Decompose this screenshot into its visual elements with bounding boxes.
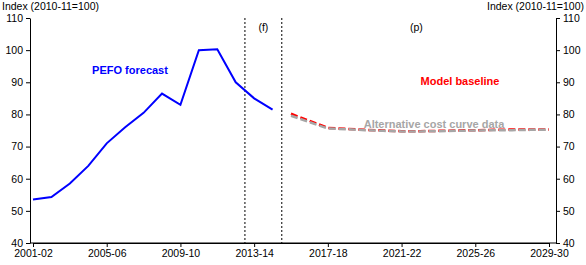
y-tick: 110 xyxy=(6,12,30,24)
tick-label: 60 xyxy=(11,173,23,185)
tick-label: 50 xyxy=(11,205,23,217)
y2-tick: 70 xyxy=(556,140,575,152)
x-tick: 2017-18 xyxy=(309,243,348,259)
tick-label: 90 xyxy=(11,76,23,88)
tick-mark xyxy=(556,82,560,83)
tick-mark xyxy=(26,211,30,212)
axis-line xyxy=(30,19,31,244)
tick-mark xyxy=(26,114,30,115)
tick-mark xyxy=(328,243,329,247)
tick-mark xyxy=(556,18,560,19)
y2-tick: 60 xyxy=(556,173,575,185)
y2-axis: 405060708090100110 xyxy=(556,12,581,249)
tick-label: 70 xyxy=(563,140,575,152)
tick-mark xyxy=(180,243,181,247)
tick-label: 2025-26 xyxy=(457,247,496,259)
series-label: Alternative cost curve data xyxy=(364,118,505,130)
tick-mark xyxy=(26,147,30,148)
axis-line xyxy=(556,19,557,244)
y-tick: 90 xyxy=(11,76,30,88)
series-line xyxy=(33,49,273,199)
tick-mark xyxy=(556,147,560,148)
tick-mark xyxy=(254,243,255,247)
tick-mark xyxy=(107,243,108,247)
tick-label: 2009-10 xyxy=(162,247,201,259)
tick-mark xyxy=(556,114,560,115)
tick-mark xyxy=(26,82,30,83)
annotation: (p) xyxy=(410,21,423,33)
y-tick: 70 xyxy=(11,140,30,152)
x-axis: 2001-02 2005-06 2009-10 2013-14 2017-18 2021-… xyxy=(14,243,569,259)
y-tick: 80 xyxy=(11,108,30,120)
tick-mark xyxy=(33,243,34,247)
x-tick: 2009-10 xyxy=(162,243,201,259)
tick-mark xyxy=(556,50,560,51)
y2-tick: 110 xyxy=(556,12,580,24)
divider-line xyxy=(281,18,282,243)
tick-label: 2013-14 xyxy=(235,247,274,259)
tick-mark xyxy=(26,18,30,19)
y2-tick: 50 xyxy=(556,205,575,217)
tick-label: 50 xyxy=(563,205,575,217)
annotation: (f) xyxy=(258,21,268,33)
tick-mark xyxy=(549,243,550,247)
y-tick: 50 xyxy=(11,205,30,217)
x-tick: 2001-02 xyxy=(14,243,53,259)
tick-label: 80 xyxy=(563,108,575,120)
x-tick: 2029-30 xyxy=(530,243,569,259)
y-axis-title: Index (2010-11=100) xyxy=(2,0,99,12)
tick-label: 2021-22 xyxy=(383,247,422,259)
tick-label: 2029-30 xyxy=(530,247,569,259)
y-tick: 60 xyxy=(11,173,30,185)
tick-mark xyxy=(556,243,560,244)
series-line xyxy=(291,116,549,132)
series-label: PEFO forecast xyxy=(92,64,168,76)
tick-label: 2001-02 xyxy=(14,247,53,259)
y2-tick: 80 xyxy=(556,108,575,120)
tick-mark xyxy=(475,243,476,247)
y2-tick: 90 xyxy=(556,76,575,88)
tick-mark xyxy=(26,179,30,180)
tick-label: 90 xyxy=(563,76,575,88)
y-axis: 405060708090100110 xyxy=(5,12,30,249)
tick-label: 2017-18 xyxy=(309,247,348,259)
chart: 4050607080901001104050607080901001102001… xyxy=(0,0,586,265)
x-axis-frame xyxy=(30,243,556,244)
tick-label: 110 xyxy=(563,12,580,24)
x-tick: 2025-26 xyxy=(457,243,496,259)
x-tick: 2013-14 xyxy=(235,243,274,259)
x-tick: 2005-06 xyxy=(88,243,127,259)
tick-label: 80 xyxy=(11,108,23,120)
plot-area xyxy=(33,18,549,243)
series-label: Model baseline xyxy=(421,75,500,87)
x-tick: 2021-22 xyxy=(383,243,422,259)
tick-mark xyxy=(26,50,30,51)
tick-mark xyxy=(26,243,30,244)
y2-axis-title: Index (2010-11=100) xyxy=(487,0,584,12)
tick-label: 100 xyxy=(5,44,23,56)
divider-line xyxy=(244,18,245,243)
tick-label: 110 xyxy=(6,12,23,24)
y2-tick: 100 xyxy=(556,44,581,56)
y-tick: 100 xyxy=(5,44,30,56)
tick-mark xyxy=(556,211,560,212)
tick-label: 60 xyxy=(563,173,575,185)
series-line xyxy=(291,114,549,131)
tick-mark xyxy=(402,243,403,247)
tick-label: 100 xyxy=(563,44,581,56)
tick-mark xyxy=(556,179,560,180)
tick-label: 2005-06 xyxy=(88,247,127,259)
axis-line xyxy=(34,243,550,244)
tick-label: 70 xyxy=(11,140,23,152)
